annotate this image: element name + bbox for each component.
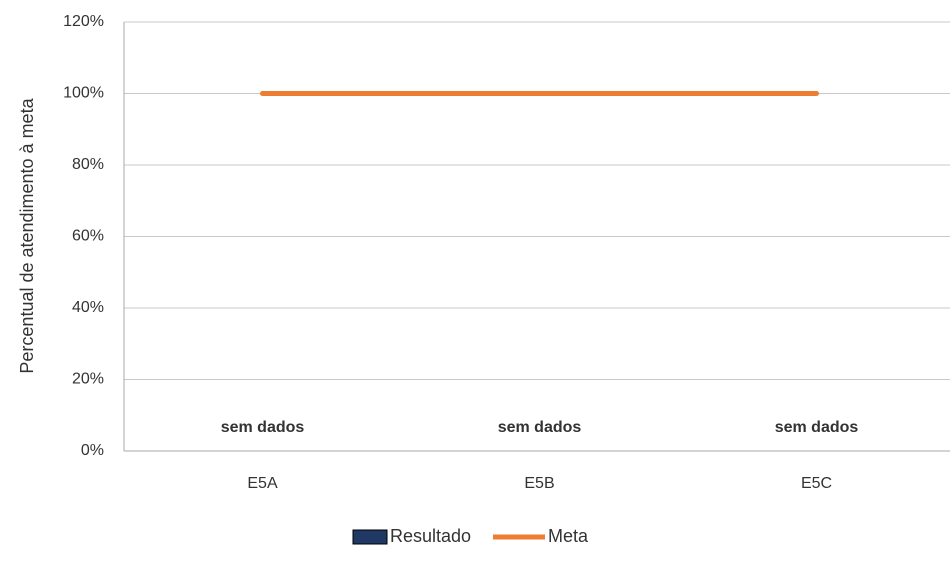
- data-label: sem dados: [498, 419, 582, 436]
- y-tick-label: 80%: [72, 156, 104, 173]
- data-label: sem dados: [221, 419, 305, 436]
- y-tick-label: 0%: [81, 442, 104, 459]
- x-tick-label: E5B: [524, 475, 554, 492]
- legend-label: Resultado: [390, 526, 471, 546]
- y-tick-label: 20%: [72, 371, 104, 388]
- legend-label: Meta: [548, 526, 589, 546]
- x-tick-label: E5C: [801, 475, 832, 492]
- y-tick-label: 40%: [72, 299, 104, 316]
- y-tick-label: 120%: [63, 13, 104, 30]
- legend-swatch: [352, 529, 388, 545]
- data-label: sem dados: [775, 419, 859, 436]
- y-axis-label: Percentual de atendimento à meta: [17, 97, 37, 373]
- y-tick-label: 60%: [72, 228, 104, 245]
- x-tick-label: E5A: [247, 475, 278, 492]
- y-tick-label: 100%: [63, 85, 104, 102]
